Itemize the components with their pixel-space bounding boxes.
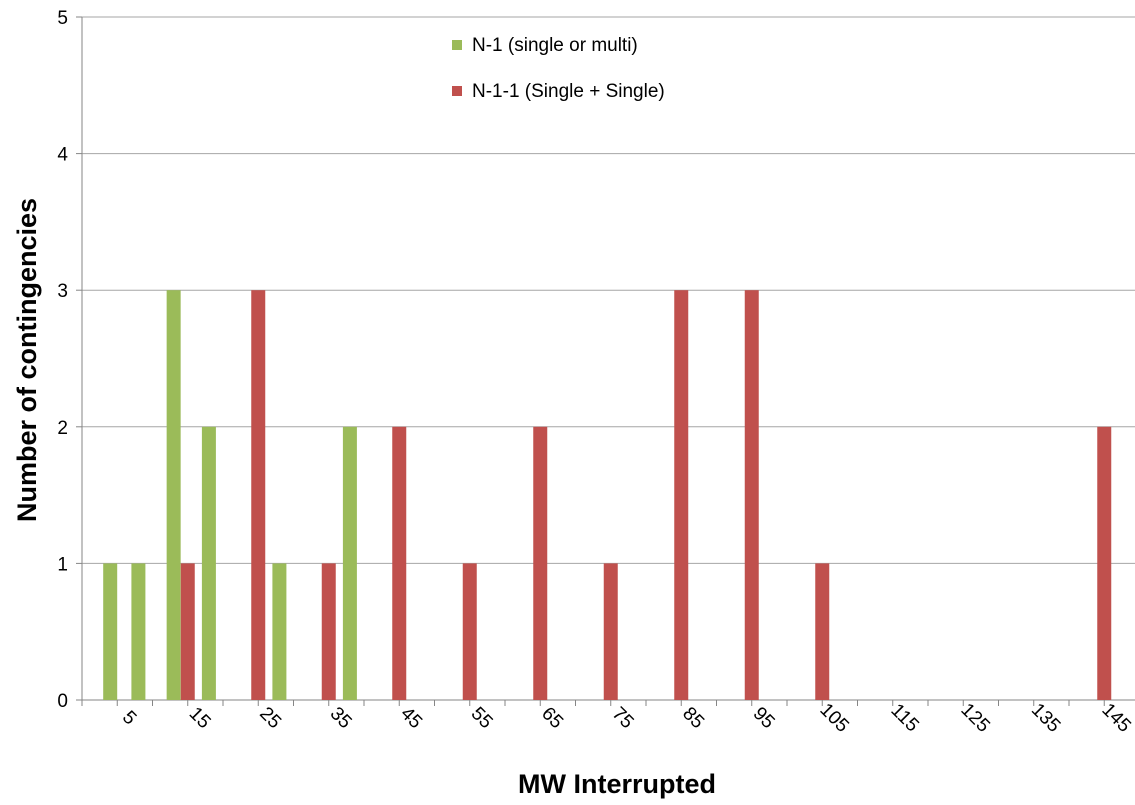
x-axis-title: MW Interrupted (518, 769, 716, 799)
bar-n-1-1 (321, 563, 336, 700)
y-tick-label: 3 (57, 281, 68, 302)
x-tick-label: 15 (185, 703, 215, 733)
x-tick-label: 105 (816, 699, 853, 736)
legend-swatch (452, 40, 462, 50)
x-tick-label: 5 (118, 707, 140, 729)
legend-label: N-1-1 (Single + Single) (472, 81, 665, 102)
bar-n-1-1 (533, 426, 548, 700)
x-tick-label: 95 (749, 703, 779, 733)
bar-n-1-1 (180, 563, 195, 700)
bars (103, 290, 1112, 700)
y-tick-label: 0 (57, 691, 68, 712)
bar-n-1-1 (1097, 426, 1112, 700)
bar-n-1 (342, 426, 357, 700)
y-tick-label: 2 (57, 418, 68, 439)
x-tick-label: 135 (1027, 699, 1064, 736)
bar-n-1 (201, 426, 216, 700)
x-tick-label: 125 (957, 699, 994, 736)
bar-n-1-1 (251, 290, 266, 700)
bar-n-1 (272, 563, 287, 700)
y-tick-labels: 0 1 2 3 4 5 (57, 8, 68, 712)
x-tick-label: 75 (608, 703, 638, 733)
bar-n-1-1 (674, 290, 689, 700)
x-tick-label: 115 (887, 700, 923, 736)
bar-n-1 (103, 563, 118, 700)
x-tick-label: 65 (537, 703, 567, 733)
bar-n-1-1 (744, 290, 759, 700)
y-tick-label: 1 (57, 554, 68, 575)
x-tick-label: 55 (467, 703, 497, 733)
x-tick-label: 25 (255, 703, 285, 733)
legend-swatch (452, 86, 462, 96)
y-tick-label: 4 (57, 145, 68, 166)
legend-label: N-1 (single or multi) (472, 35, 638, 56)
legend: N-1 (single or multi) N-1-1 (Single + Sin… (452, 35, 665, 102)
x-tick-label: 85 (678, 703, 708, 733)
bar-n-1-1 (462, 563, 477, 700)
bar-n-1 (131, 563, 146, 700)
bar-n-1-1 (392, 426, 407, 700)
x-tick-labels: 5 15 25 35 45 55 65 75 85 95 105 115 125 135 145 (118, 699, 1135, 736)
bar-n-1-1 (815, 563, 830, 700)
bar-n-1-1 (603, 563, 618, 700)
y-axis-title: Number of contingencies (12, 198, 42, 522)
x-tick-label: 45 (396, 703, 426, 733)
x-tick-label: 145 (1098, 699, 1135, 736)
y-tick-label: 5 (57, 8, 68, 29)
bar-n-1 (166, 290, 181, 700)
x-tick-label: 35 (326, 703, 356, 733)
